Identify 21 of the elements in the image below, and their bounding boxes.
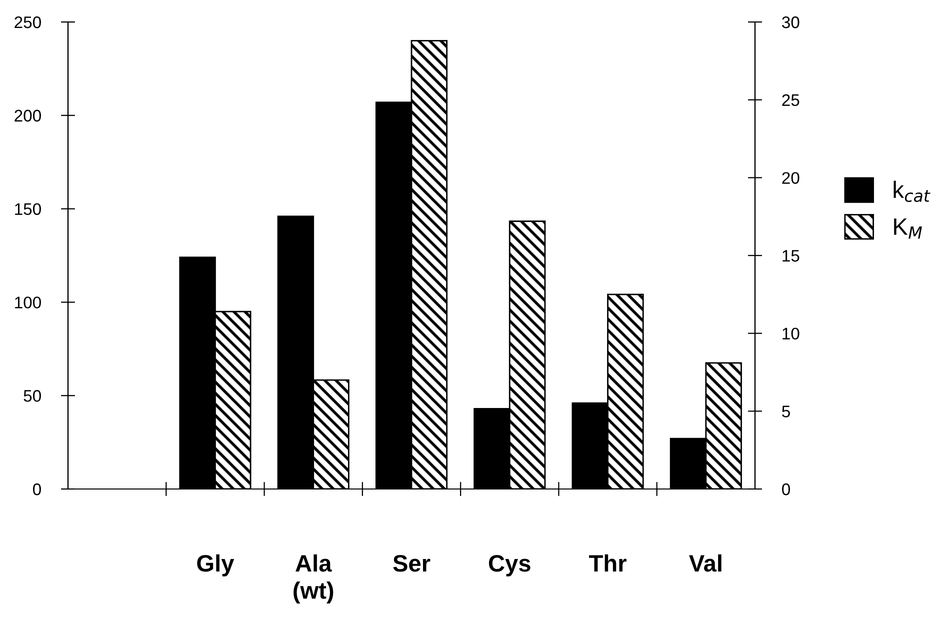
x-tick-label: Cys <box>488 555 530 576</box>
y-tick-label: 0 <box>32 483 41 496</box>
y2-tick-label: 20 <box>782 172 800 184</box>
y2-tick-label: 30 <box>782 16 800 28</box>
x-tick-label: Gly <box>197 554 234 576</box>
legend-label: k$_{cat}$ <box>894 180 930 202</box>
x-tick-label: Ala (wt) <box>294 554 334 604</box>
y-tick-label: 200 <box>14 110 41 122</box>
legend-label: K$_{M}$ <box>894 218 922 239</box>
x-tick-label: Ser <box>393 555 430 572</box>
x-tick-label: Val <box>689 554 722 572</box>
y2-tick-label: 10 <box>782 328 800 340</box>
y-tick-label: 50 <box>24 390 41 402</box>
y-tick-label: 150 <box>15 203 41 216</box>
y2-tick-label: 5 <box>782 406 790 418</box>
y-tick-label: 100 <box>15 296 41 308</box>
y2-tick-label: 0 <box>782 483 790 496</box>
x-tick-label: Thr <box>589 554 626 572</box>
y2-tick-label: 25 <box>782 94 800 106</box>
y-tick-label: 250 <box>14 16 41 28</box>
y2-tick-label: 15 <box>782 250 800 262</box>
